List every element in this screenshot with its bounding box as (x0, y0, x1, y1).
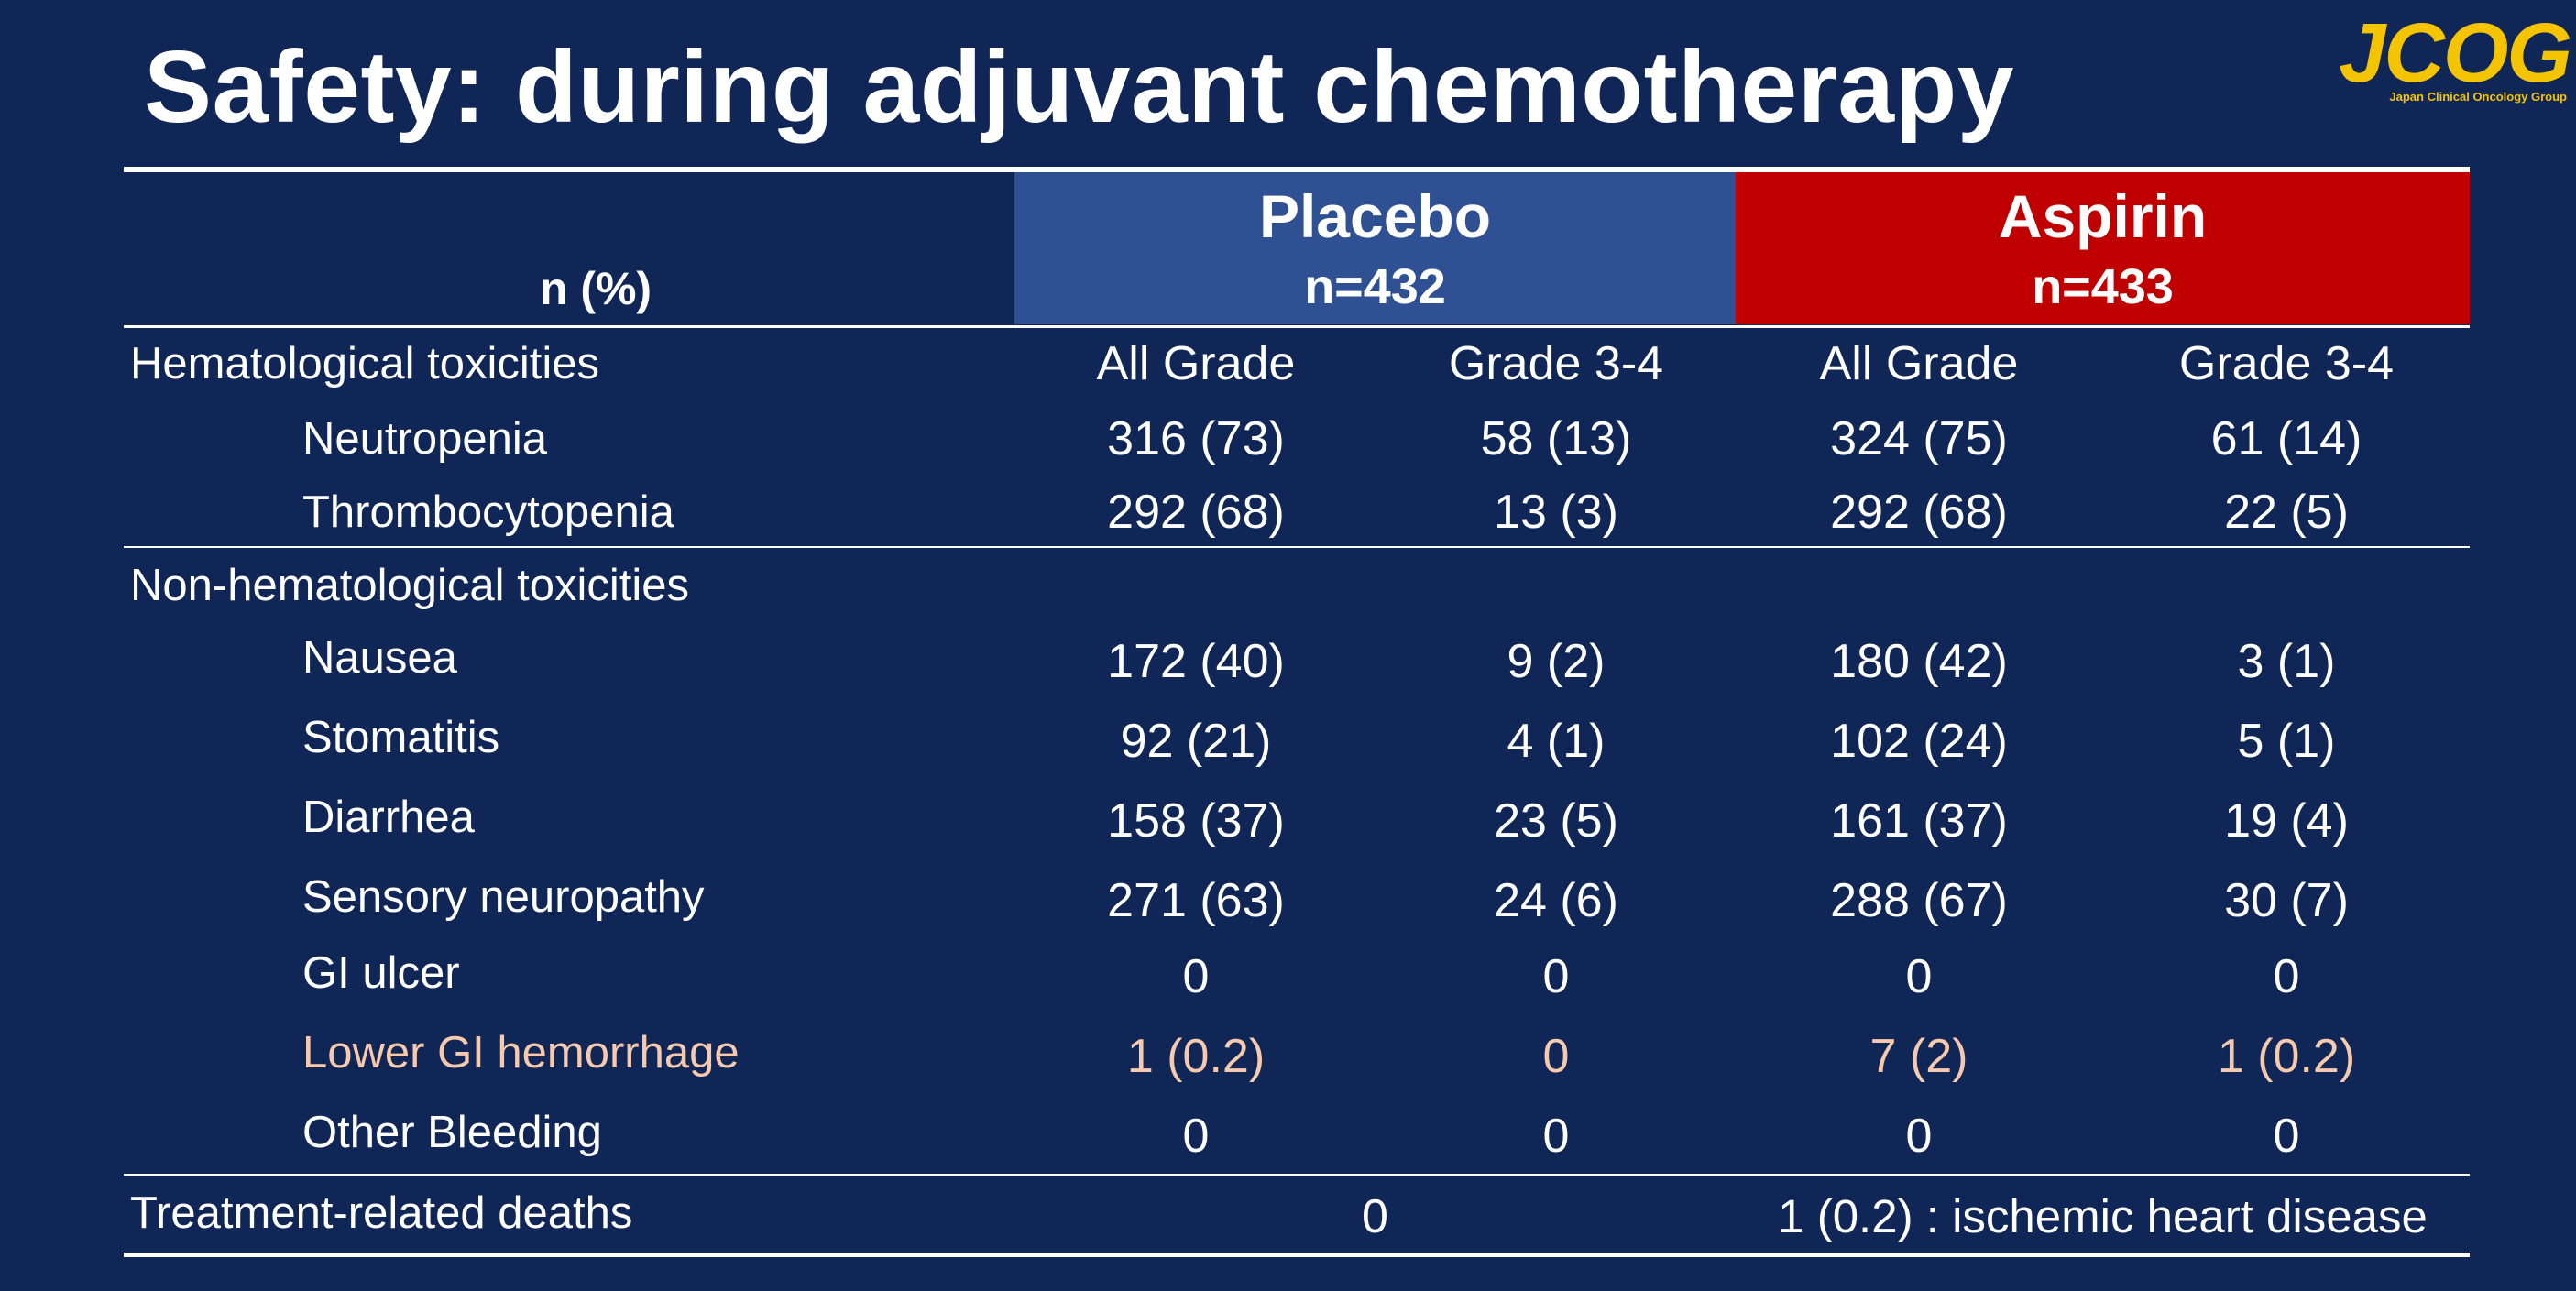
cell-other-bleeding-placebo-all: 0 (1182, 1110, 1210, 1163)
table-top-rule (124, 167, 2470, 172)
cell-thrombocytopenia-placebo-all: 292 (68) (1107, 486, 1285, 539)
header-bottom-rule (124, 325, 2470, 328)
aspirin-header: Aspirin n=433 (1736, 172, 2470, 324)
cell-neutropenia-aspirin-g34: 61 (14) (2210, 412, 2362, 465)
cell-gi-ulcer-aspirin-g34: 0 (2273, 950, 2300, 1003)
placebo-n: n=432 (1304, 259, 1446, 314)
row-label-lower-gi-hemorrhage: Lower GI hemorrhage (302, 1028, 740, 1078)
cell-sensory-neuropathy-placebo-g34: 24 (6) (1494, 874, 1618, 927)
slide-title: Safety: during adjuvant chemotherapy (144, 30, 2015, 144)
cell-other-bleeding-placebo-g34: 0 (1542, 1110, 1570, 1163)
cell-lower-gi-hemorrhage-placebo-g34: 0 (1542, 1030, 1570, 1083)
col-header-placebo-g34: Grade 3-4 (1448, 337, 1664, 390)
placebo-header: Placebo n=432 (1014, 172, 1736, 324)
row-label-nausea: Nausea (302, 633, 457, 683)
cell-nausea-placebo-g34: 9 (2) (1507, 635, 1606, 688)
cell-stomatitis-aspirin-g34: 5 (1) (2237, 715, 2336, 768)
cell-lower-gi-hemorrhage-aspirin-all: 7 (2) (1869, 1030, 1968, 1083)
aspirin-n: n=433 (2032, 259, 2174, 314)
row-label-other-bleeding: Other Bleeding (302, 1108, 602, 1157)
cell-sensory-neuropathy-placebo-all: 271 (63) (1107, 874, 1285, 927)
cell-gi-ulcer-placebo-all: 0 (1182, 950, 1210, 1003)
row-label-sensory-neuropathy: Sensory neuropathy (302, 872, 705, 922)
cell-neutropenia-placebo-g34: 58 (13) (1480, 412, 1632, 465)
cell-thrombocytopenia-aspirin-all: 292 (68) (1830, 486, 2008, 539)
row-label-thrombocytopenia: Thrombocytopenia (302, 487, 674, 537)
aspirin-name: Aspirin (1998, 182, 2208, 250)
logo-wordmark: JCOG (2339, 6, 2572, 100)
cell-thrombocytopenia-placebo-g34: 13 (3) (1494, 486, 1618, 539)
cell-gi-ulcer-placebo-g34: 0 (1542, 950, 1570, 1003)
cell-nausea-aspirin-g34: 3 (1) (2237, 635, 2336, 688)
cell-other-bleeding-aspirin-g34: 0 (2273, 1110, 2300, 1163)
col-header-placebo-all: All Grade (1096, 337, 1296, 390)
cell-diarrhea-placebo-g34: 23 (5) (1494, 794, 1618, 848)
cell-sensory-neuropathy-aspirin-all: 288 (67) (1830, 874, 2008, 927)
cell-diarrhea-aspirin-all: 161 (37) (1830, 794, 2008, 848)
cell-stomatitis-placebo-g34: 4 (1) (1507, 715, 1606, 768)
section-hematological: Hematological toxicities (130, 339, 599, 388)
cell-sensory-neuropathy-aspirin-g34: 30 (7) (2224, 874, 2349, 927)
cell-diarrhea-aspirin-g34: 19 (4) (2224, 794, 2349, 848)
row-label-diarrhea: Diarrhea (302, 793, 475, 842)
cell-gi-ulcer-aspirin-all: 0 (1905, 950, 1933, 1003)
row-label-header: n (%) (539, 263, 652, 314)
placebo-name: Placebo (1258, 182, 1492, 250)
cell-lower-gi-hemorrhage-placebo-all: 1 (0.2) (1126, 1030, 1266, 1083)
section-divider-rule (124, 546, 2470, 548)
cell-nausea-aspirin-all: 180 (42) (1830, 635, 2008, 688)
cell-stomatitis-aspirin-all: 102 (24) (1830, 715, 2008, 768)
col-header-aspirin-g34: Grade 3-4 (2178, 337, 2395, 390)
cell-neutropenia-placebo-all: 316 (73) (1107, 412, 1285, 465)
cell-lower-gi-hemorrhage-aspirin-g34: 1 (0.2) (2217, 1030, 2356, 1083)
cell-deaths-aspirin: 1 (0.2) : ischemic heart disease (1778, 1190, 2428, 1242)
cell-diarrhea-placebo-all: 158 (37) (1107, 794, 1285, 848)
section-non-hematological: Non-hematological toxicities (130, 561, 690, 610)
row-label-stomatitis: Stomatitis (302, 713, 500, 762)
row-label-neutropenia: Neutropenia (302, 414, 547, 464)
cell-deaths-placebo: 0 (1362, 1190, 1388, 1243)
cell-other-bleeding-aspirin-all: 0 (1905, 1110, 1933, 1163)
jcog-logo: JCOG Japan Clinical Oncology Group (2314, 6, 2572, 112)
cell-stomatitis-placebo-all: 92 (21) (1120, 715, 1272, 768)
row-label-gi-ulcer: GI ulcer (302, 948, 460, 998)
cell-nausea-placebo-all: 172 (40) (1107, 635, 1285, 688)
row-label-treatment-deaths: Treatment-related deaths (130, 1188, 633, 1238)
cell-neutropenia-aspirin-all: 324 (75) (1830, 412, 2008, 465)
cell-thrombocytopenia-aspirin-g34: 22 (5) (2224, 486, 2349, 539)
table-bottom-rule (124, 1253, 2470, 1257)
deaths-divider-rule (124, 1174, 2470, 1176)
logo-subtitle: Japan Clinical Oncology Group (2389, 90, 2567, 104)
col-header-aspirin-all: All Grade (1819, 337, 2019, 390)
